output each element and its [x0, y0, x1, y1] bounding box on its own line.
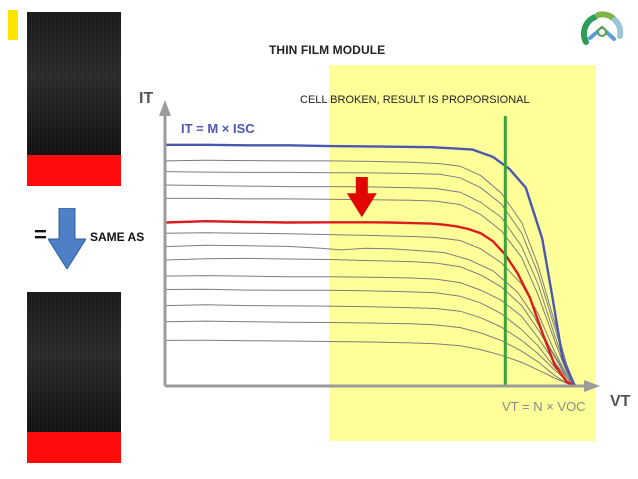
- background-curve: [164, 159, 576, 387]
- panel-image-top: [27, 12, 121, 155]
- y-axis-arrow-icon: [159, 100, 171, 116]
- background-curves: [164, 159, 576, 387]
- background-curve: [164, 288, 576, 387]
- x-axis-arrow-icon: [584, 380, 600, 392]
- background-curve: [165, 197, 576, 387]
- highlight-region: [329, 65, 595, 441]
- broken-cell-curve: [164, 219, 576, 388]
- cell-broken-text: CELL BROKEN, RESULT IS PROPORSIONAL: [300, 94, 530, 106]
- same-as-label: SAME AS: [90, 230, 145, 244]
- vt-equation: VT = N × VOC: [502, 399, 586, 414]
- x-axis-label: VT: [610, 393, 631, 410]
- background-curve: [164, 275, 576, 387]
- background-curve: [164, 232, 576, 387]
- panel-red-strip-top: [27, 155, 121, 186]
- reference-curve: [165, 143, 577, 387]
- it-equation: IT = M × ISC: [181, 121, 255, 136]
- background-curve: [164, 171, 576, 387]
- background-curve: [164, 320, 576, 387]
- y-axis-label: IT: [139, 90, 153, 107]
- down-arrow-shape: [48, 208, 86, 269]
- corner-marker: [8, 10, 18, 40]
- radial-logo-icon: [580, 11, 624, 45]
- red-down-arrow-icon: [346, 177, 377, 218]
- equals-sign: =: [34, 222, 47, 247]
- background-curve: [164, 184, 576, 387]
- panel-red-strip-bottom: [27, 432, 121, 463]
- series-curves: [164, 143, 577, 388]
- background-curve: [164, 304, 576, 387]
- red-arrow-shape: [346, 177, 377, 218]
- background-curve: [164, 339, 576, 387]
- panel-image-bottom: [27, 292, 121, 432]
- down-arrow-icon: [48, 208, 86, 269]
- chart-title: THIN FILM MODULE: [269, 43, 386, 57]
